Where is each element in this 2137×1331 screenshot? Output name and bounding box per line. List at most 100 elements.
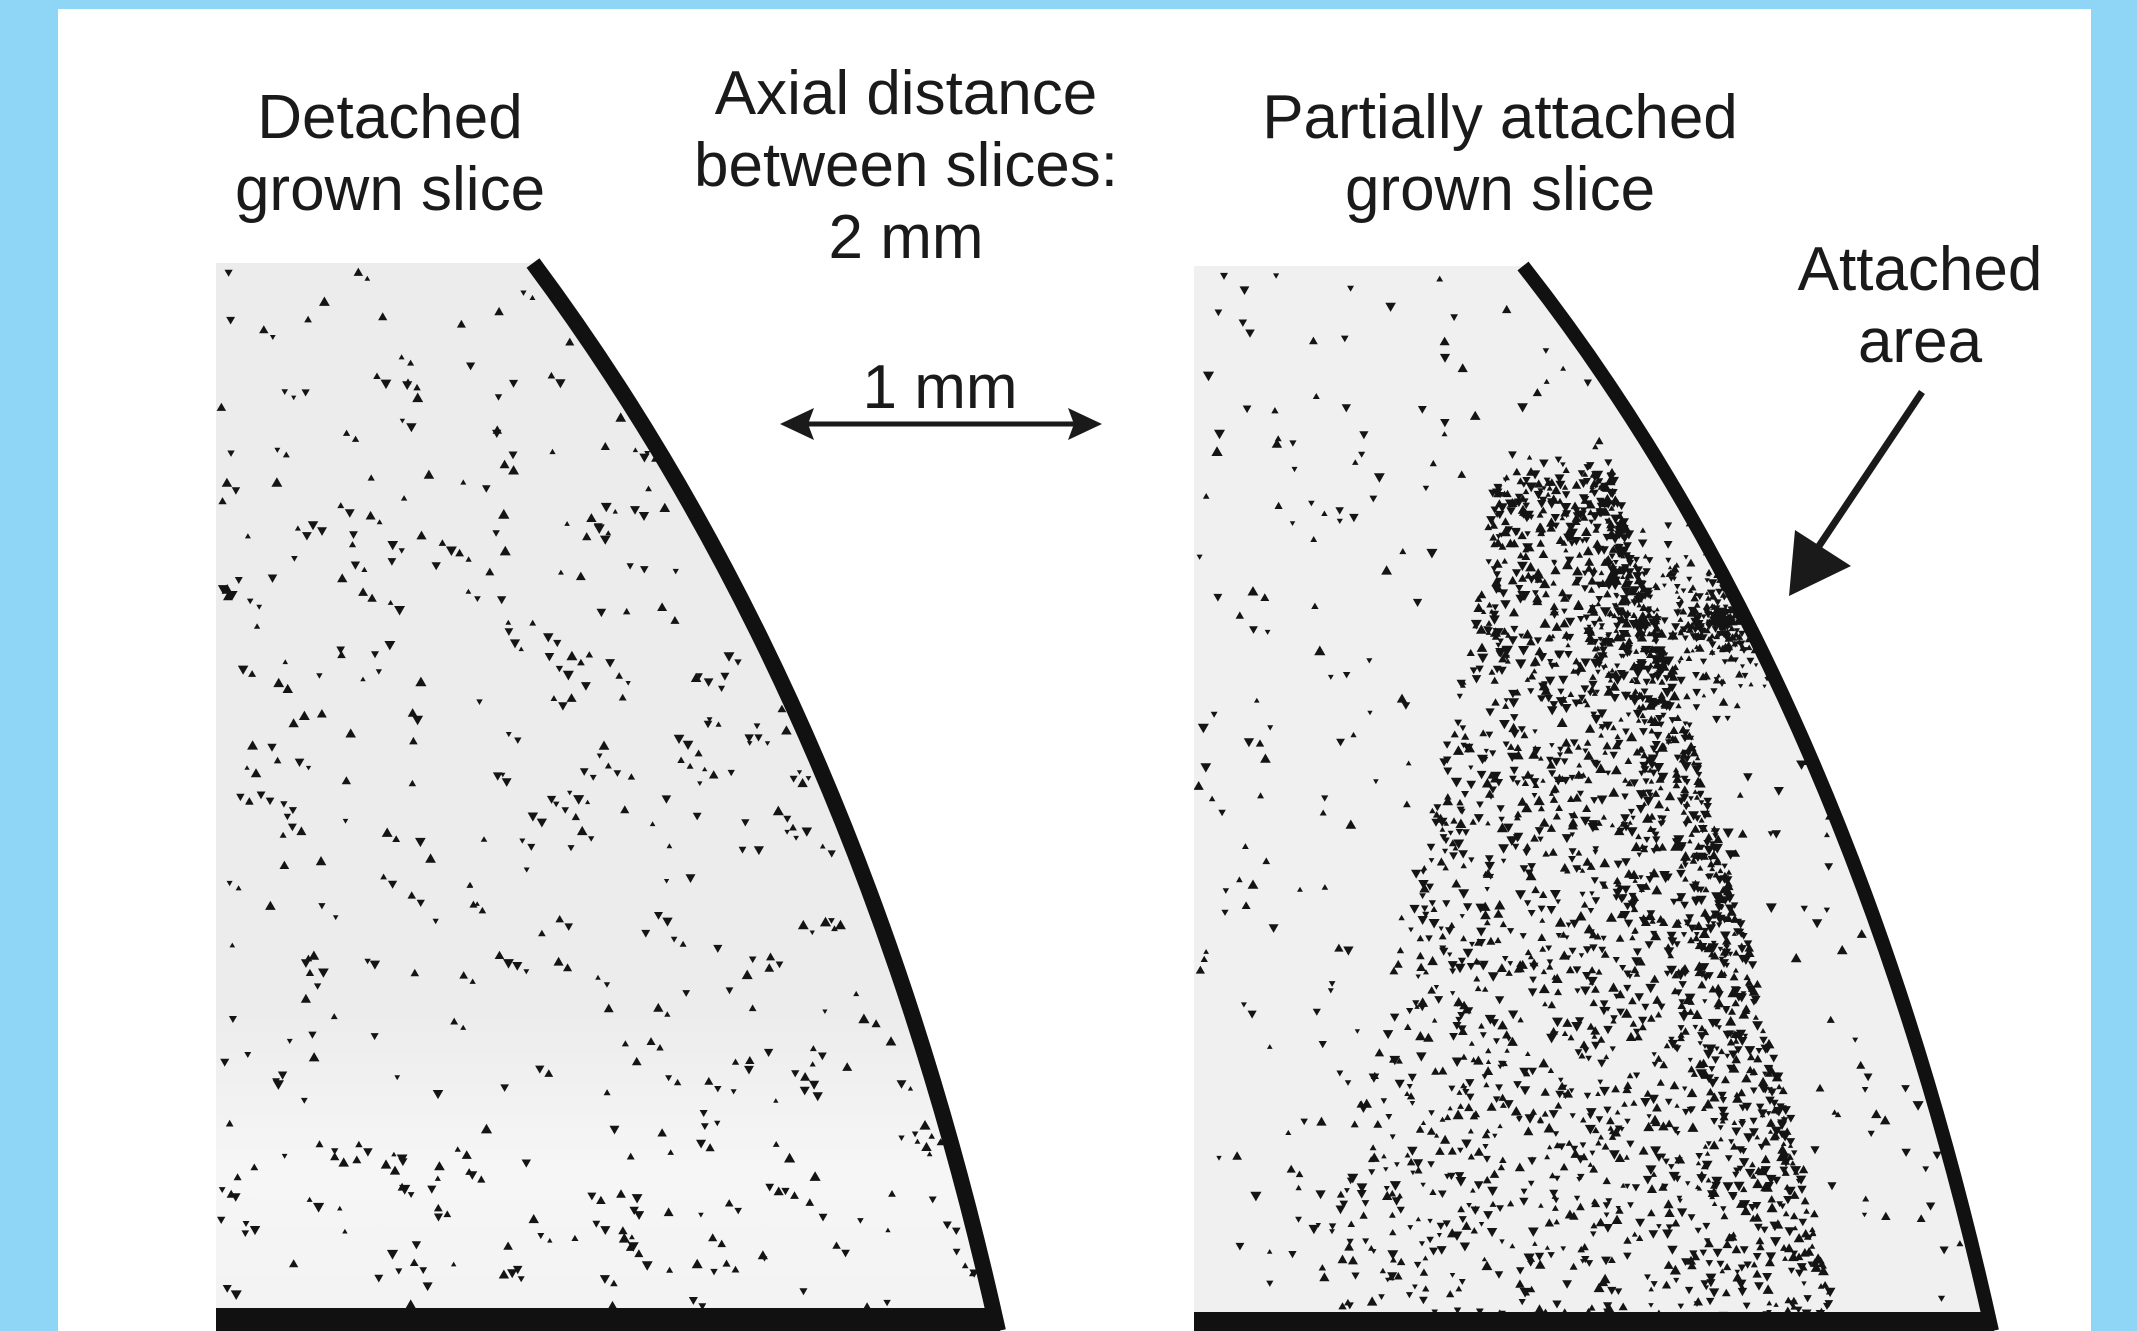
etch-pit [1658, 678, 1666, 685]
etch-pit [1624, 630, 1632, 637]
etch-pit [1697, 1170, 1706, 1178]
etch-pit [1467, 1128, 1474, 1134]
etch-pit [1495, 642, 1502, 648]
etch-pit [1782, 514, 1790, 520]
etch-pit [1740, 647, 1748, 654]
etch-pit [1462, 948, 1474, 958]
etch-pit [1444, 1173, 1451, 1180]
etch-pit [1493, 1038, 1500, 1045]
etch-pit [1598, 724, 1607, 731]
etch-pit [1555, 480, 1566, 490]
etch-pit [1634, 593, 1641, 599]
etch-pit [1529, 778, 1540, 787]
etch-pit [1381, 1153, 1387, 1159]
etch-pit [811, 440, 818, 446]
etch-pit [1612, 957, 1620, 964]
etch-pit [1774, 533, 1781, 539]
etch-pit [1651, 789, 1661, 797]
etch-pit [1782, 1255, 1788, 1261]
etch-pit [1592, 1126, 1600, 1134]
etch-pit [1589, 1150, 1596, 1156]
etch-pit [1315, 1190, 1326, 1200]
etch-pit [306, 1196, 313, 1202]
etch-pit [411, 1241, 422, 1250]
etch-pit [1676, 595, 1682, 599]
etch-pit [1645, 876, 1655, 884]
etch-pit [1484, 1128, 1491, 1134]
etch-pit [497, 596, 507, 605]
etch-pit [1681, 859, 1688, 865]
etch-pit [1667, 565, 1673, 570]
etch-pit [1740, 664, 1745, 669]
etch-pit [1570, 501, 1580, 510]
etch-pit [1612, 632, 1624, 642]
etch-pit [861, 502, 873, 513]
etch-pit [1438, 1066, 1448, 1075]
etch-pit [1624, 575, 1631, 581]
etch-pit [827, 850, 836, 858]
etch-pit [1567, 691, 1575, 697]
etch-pit [1724, 1155, 1733, 1162]
etch-pit [1472, 623, 1479, 629]
etch-pit [797, 596, 806, 604]
etch-pit [282, 659, 288, 665]
etch-pit [1728, 1007, 1736, 1015]
etch-pit [1677, 1303, 1685, 1310]
etch-pit [1713, 983, 1723, 992]
etch-pit [1600, 651, 1609, 658]
etch-pit [1636, 1234, 1644, 1241]
etch-pit [1450, 314, 1458, 322]
etch-pit [823, 573, 834, 583]
etch-pit [1752, 601, 1759, 608]
etch-pit [494, 950, 505, 959]
etch-pit [1531, 885, 1540, 894]
etch-pit [1373, 779, 1379, 785]
etch-pit [1702, 999, 1708, 1004]
etch-pit [1634, 298, 1645, 308]
etch-pit [265, 797, 275, 806]
etch-pit [1591, 645, 1599, 652]
etch-pit [805, 1198, 815, 1206]
etch-pit [1524, 531, 1531, 537]
etch-pit [1560, 503, 1572, 513]
etch-pit [1655, 619, 1661, 625]
etch-pit [1602, 1202, 1611, 1210]
etch-pit [1641, 1003, 1650, 1011]
etch-pit [1754, 1282, 1764, 1291]
etch-pit [1580, 816, 1591, 826]
etch-pit [1484, 861, 1495, 871]
etch-pit [1744, 549, 1750, 555]
etch-pit [1354, 1029, 1360, 1034]
etch-pit [300, 959, 311, 968]
etch-pit [928, 824, 935, 830]
etch-pit [664, 1011, 671, 1017]
etch-pit [906, 913, 915, 920]
attached-slice-label: Partially attached grown slice [1220, 82, 1780, 226]
etch-pit [1547, 1000, 1556, 1009]
etch-pit [1923, 986, 1932, 994]
etch-pit [649, 821, 656, 827]
etch-pit [1615, 521, 1621, 527]
etch-pit [1771, 533, 1777, 538]
etch-pit [1592, 476, 1598, 482]
etch-pit [1691, 609, 1697, 614]
etch-pit [1458, 850, 1468, 859]
etch-pit [277, 1071, 288, 1080]
etch-pit [1623, 902, 1632, 911]
etch-pit [1771, 615, 1778, 621]
etch-pit [1722, 1239, 1733, 1249]
etch-pit [1645, 1165, 1657, 1175]
etch-pit [1764, 587, 1770, 592]
etch-pit [1497, 638, 1504, 645]
etch-pit [563, 963, 573, 972]
etch-pit [1922, 1166, 1930, 1173]
etch-pit [1458, 889, 1470, 899]
etch-pit [1381, 565, 1392, 575]
etch-pit [1550, 784, 1560, 793]
etch-pit [1536, 1116, 1544, 1123]
etch-pit [512, 1265, 523, 1275]
etch-pit [1654, 751, 1660, 756]
etch-pit [1726, 1016, 1735, 1025]
etch-pit [616, 1189, 626, 1198]
etch-pit [1568, 856, 1576, 863]
